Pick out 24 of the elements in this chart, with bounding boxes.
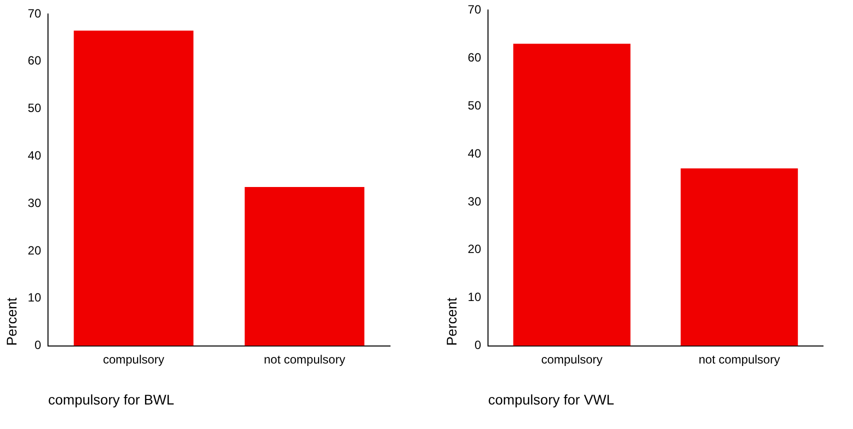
x-axis-title: compulsory for BWL — [48, 391, 174, 408]
x-tick-label: not compulsory — [264, 352, 346, 366]
y-tick-label: 50 — [468, 98, 482, 112]
y-tick-label: 70 — [468, 2, 482, 17]
x-tick-label: compulsory — [102, 352, 164, 366]
y-tick-label: 30 — [468, 194, 482, 208]
x-tick-label: compulsory — [541, 352, 603, 366]
y-tick-label: 40 — [28, 148, 42, 163]
y-tick-label: 50 — [28, 101, 42, 116]
y-tick-label: 10 — [28, 290, 42, 305]
x-tick-label: not compulsory — [698, 352, 780, 366]
y-tick-label: 10 — [468, 290, 482, 304]
y-tick-label: 70 — [28, 6, 42, 20]
y-tick-label: 0 — [474, 338, 482, 352]
y-tick-label: 60 — [28, 54, 42, 68]
y-tick-label: 20 — [468, 242, 482, 256]
x-axis-title: compulsory for VWL — [488, 391, 614, 408]
y-axis-title: Percent — [443, 297, 460, 346]
y-tick-label: 40 — [468, 146, 482, 160]
y-tick-label: 30 — [28, 196, 42, 210]
y-tick-label: 20 — [28, 243, 42, 258]
y-tick-label: 60 — [468, 50, 482, 64]
y-axis-title: Percent — [3, 297, 20, 346]
y-tick-label: 0 — [34, 338, 42, 352]
